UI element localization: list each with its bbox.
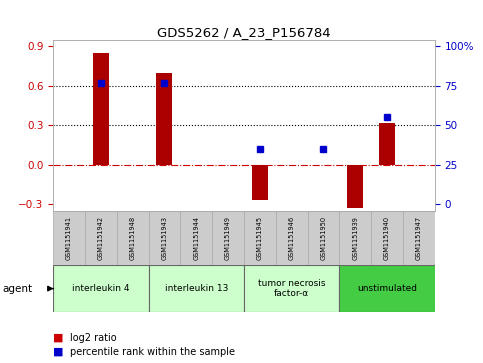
Bar (156, 73, 172, 164)
Text: GSM1151946: GSM1151946 (289, 216, 295, 260)
Text: log2 ratio: log2 ratio (70, 333, 117, 343)
Bar (93, 53, 109, 164)
Text: tumor necrosis
factor-α: tumor necrosis factor-α (258, 279, 326, 298)
Bar (149, 211, 180, 265)
Text: interleukin 13: interleukin 13 (165, 284, 228, 293)
Text: GSM1151943: GSM1151943 (161, 216, 168, 260)
Bar (339, 211, 371, 265)
Text: GSM1151948: GSM1151948 (129, 216, 136, 260)
Bar (244, 211, 276, 265)
Bar (276, 211, 308, 265)
Text: GSM1151940: GSM1151940 (384, 216, 390, 260)
Bar (244, 265, 339, 312)
Text: GSM1151949: GSM1151949 (225, 216, 231, 260)
Bar (347, 164, 363, 208)
Bar (379, 123, 395, 164)
Bar (149, 265, 244, 312)
Bar (180, 211, 212, 265)
Text: GSM1151944: GSM1151944 (193, 216, 199, 260)
Text: agent: agent (2, 284, 32, 294)
Bar (308, 211, 339, 265)
Bar (371, 211, 403, 265)
Bar (212, 211, 244, 265)
Bar (252, 164, 268, 200)
Text: unstimulated: unstimulated (357, 284, 417, 293)
Text: percentile rank within the sample: percentile rank within the sample (70, 347, 235, 357)
Bar (403, 211, 435, 265)
Text: ■: ■ (53, 347, 64, 357)
Text: GSM1151950: GSM1151950 (320, 216, 327, 260)
Bar (85, 211, 117, 265)
Text: ■: ■ (53, 333, 64, 343)
Bar (339, 265, 435, 312)
Text: GSM1151945: GSM1151945 (257, 216, 263, 260)
Bar (53, 265, 149, 312)
Text: GSM1151939: GSM1151939 (352, 216, 358, 260)
Bar (117, 211, 149, 265)
Text: interleukin 4: interleukin 4 (72, 284, 129, 293)
Title: GDS5262 / A_23_P156784: GDS5262 / A_23_P156784 (157, 26, 331, 39)
Text: GSM1151941: GSM1151941 (66, 216, 72, 260)
Bar (53, 211, 85, 265)
Text: GSM1151942: GSM1151942 (98, 216, 104, 260)
Text: GSM1151947: GSM1151947 (416, 216, 422, 260)
